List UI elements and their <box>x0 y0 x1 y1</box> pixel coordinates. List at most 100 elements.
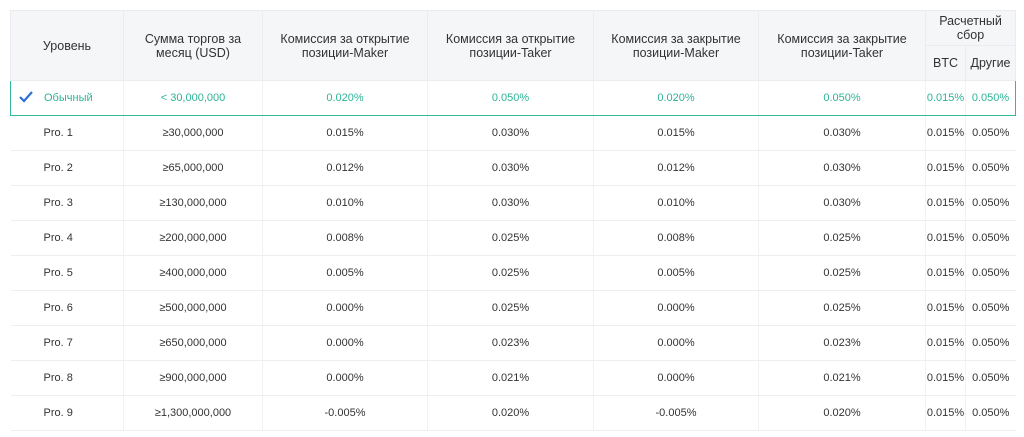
table-cell: 0.012% <box>262 150 428 186</box>
cell-text: 0.030% <box>823 162 861 174</box>
cell-text: ≥650,000,000 <box>159 337 227 349</box>
cell-text: 0.021% <box>491 372 530 384</box>
table-cell: 0.015% <box>925 80 966 116</box>
table-cell: Pro. 7 <box>10 325 124 361</box>
cell-text: 0.015% <box>926 162 965 174</box>
cell-text: 0.025% <box>491 232 530 244</box>
table-cell: 0.030% <box>758 185 926 221</box>
header-cell: Комиссия за закрытие позиции-Taker <box>758 10 926 81</box>
table-cell: < 30,000,000 <box>123 80 263 116</box>
table-cell: 0.050% <box>964 290 1016 326</box>
table-cell: Pro. 3 <box>10 185 124 221</box>
cell-text: 0.030% <box>491 162 530 174</box>
fee-table: Уровень Сумма торгов за месяц (USD) Коми… <box>10 10 1017 431</box>
header-cell: Комиссия за открытие позиции-Taker <box>427 10 594 81</box>
cell-text: Pro. 8 <box>43 372 73 384</box>
cell-text: 0.005% <box>657 267 695 279</box>
table-cell: 0.015% <box>925 220 966 256</box>
table-cell: Pro. 6 <box>10 290 124 326</box>
cell-text: 0.050% <box>823 92 861 104</box>
table-cell: 0.020% <box>758 395 926 431</box>
cell-text: 0.025% <box>823 302 861 314</box>
header-cell: Сумма торгов за месяц (USD) <box>123 10 263 81</box>
cell-text: 0.015% <box>657 127 695 139</box>
table-cell: 0.020% <box>427 395 594 431</box>
table-row: Pro. 9 ≥1,300,000,000 -0.005% 0.020% -0.005%… <box>10 395 1016 431</box>
check-icon <box>19 91 33 103</box>
cell-text: 0.020% <box>657 92 695 104</box>
table-cell: 0.050% <box>964 325 1016 361</box>
table-cell: ≥500,000,000 <box>123 290 263 326</box>
table-cell: 0.000% <box>262 325 428 361</box>
table-cell: 0.000% <box>593 290 759 326</box>
table-cell: 0.050% <box>964 115 1016 151</box>
table-cell: 0.008% <box>262 220 428 256</box>
table-cell: 0.015% <box>925 255 966 291</box>
table-cell: 0.012% <box>593 150 759 186</box>
table-cell: 0.050% <box>758 80 926 116</box>
table-cell: 0.050% <box>964 360 1016 396</box>
cell-text: 0.050% <box>972 162 1010 174</box>
table-cell: 0.050% <box>964 80 1017 116</box>
table-cell: 0.030% <box>427 115 594 151</box>
table-cell: 0.000% <box>593 360 759 396</box>
cell-text: 0.030% <box>491 197 530 209</box>
table-cell: Pro. 9 <box>10 395 124 431</box>
table-cell: 0.020% <box>593 80 759 116</box>
cell-text: 0.010% <box>326 197 364 209</box>
cell-text: 0.000% <box>657 337 695 349</box>
cell-text: 0.010% <box>657 197 695 209</box>
table-cell: 0.000% <box>593 325 759 361</box>
cell-text: < 30,000,000 <box>160 92 226 104</box>
cell-text: 0.015% <box>926 127 965 139</box>
table-row: Pro. 7 ≥650,000,000 0.000% 0.023% 0.000% 0.02… <box>10 325 1016 361</box>
table-cell: Обычный <box>10 80 124 116</box>
table-cell: ≥1,300,000,000 <box>123 395 263 431</box>
cell-text: -0.005% <box>655 407 697 419</box>
cell-text: 0.025% <box>491 267 530 279</box>
table-cell: 0.025% <box>427 290 594 326</box>
cell-text: 0.015% <box>926 197 965 209</box>
table-cell: 0.005% <box>593 255 759 291</box>
cell-text: 0.015% <box>926 372 965 384</box>
table-cell: 0.050% <box>964 395 1016 431</box>
table-cell: 0.015% <box>925 360 966 396</box>
table-row: Pro. 1 ≥30,000,000 0.015% 0.030% 0.015% 0.030… <box>10 115 1016 151</box>
cell-text: 0.015% <box>926 337 965 349</box>
table-row: Pro. 8 ≥900,000,000 0.000% 0.021% 0.000% 0.02… <box>10 360 1016 396</box>
table-cell: Pro. 2 <box>10 150 124 186</box>
cell-text: 0.050% <box>972 127 1010 139</box>
table-row: Pro. 5 ≥400,000,000 0.005% 0.025% 0.005% 0.02… <box>10 255 1016 291</box>
cell-text: 0.005% <box>326 267 364 279</box>
cell-text: ≥200,000,000 <box>159 232 227 244</box>
table-cell: Pro. 1 <box>10 115 124 151</box>
table-cell: 0.000% <box>262 290 428 326</box>
header-cell: Уровень <box>10 10 124 81</box>
cell-text: 0.015% <box>926 302 965 314</box>
table-cell: 0.023% <box>758 325 926 361</box>
cell-text: 0.012% <box>326 162 364 174</box>
cell-text: 0.020% <box>823 407 861 419</box>
cell-text: 0.015% <box>926 232 965 244</box>
table-cell: 0.025% <box>427 220 594 256</box>
cell-text: ≥65,000,000 <box>162 162 224 174</box>
table-body: Обычный < 30,000,000 0.020% 0.050% 0.020% 0.0… <box>10 80 1017 431</box>
table-cell: 0.023% <box>427 325 594 361</box>
table-row: Pro. 2 ≥65,000,000 0.012% 0.030% 0.012% 0.030… <box>10 150 1016 186</box>
table-cell: ≥650,000,000 <box>123 325 263 361</box>
cell-text: 0.030% <box>823 127 861 139</box>
table-row: Обычный < 30,000,000 0.020% 0.050% 0.020% 0.0… <box>10 80 1017 116</box>
cell-text: 0.000% <box>326 337 364 349</box>
table-cell: 0.030% <box>427 185 594 221</box>
table-cell: 0.015% <box>925 290 966 326</box>
table-cell: 0.015% <box>262 115 428 151</box>
cell-text: Pro. 1 <box>43 127 73 139</box>
table-cell: Pro. 5 <box>10 255 124 291</box>
table-cell: ≥130,000,000 <box>123 185 263 221</box>
table-cell: 0.050% <box>964 220 1016 256</box>
cell-text: 0.000% <box>657 302 695 314</box>
table-row: Pro. 4 ≥200,000,000 0.008% 0.025% 0.008% 0.02… <box>10 220 1016 256</box>
cell-text: Pro. 2 <box>43 162 73 174</box>
cell-text: ≥400,000,000 <box>159 267 227 279</box>
